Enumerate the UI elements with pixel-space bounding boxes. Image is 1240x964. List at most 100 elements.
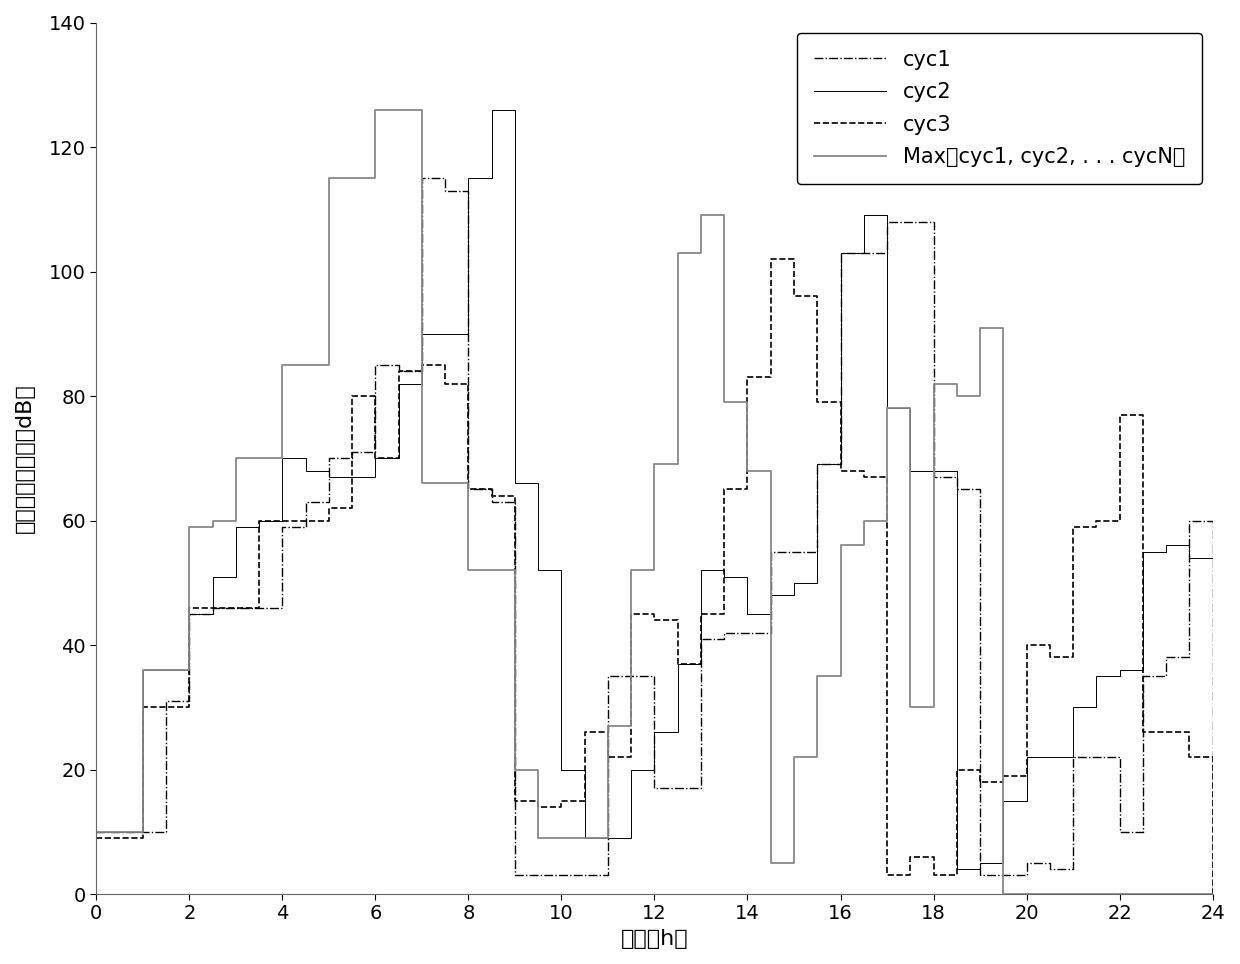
cyc2 — [950, 864, 965, 875]
cyc3 — [996, 770, 1011, 782]
cyc3 — [810, 396, 825, 408]
cyc3 — [578, 727, 593, 738]
Max（cyc1, cyc2, . . . cycN） — [1089, 888, 1104, 899]
cyc1 — [89, 826, 104, 838]
cyc1 — [996, 870, 1011, 881]
cyc2 — [531, 565, 546, 576]
cyc2 — [1043, 751, 1058, 763]
cyc3 — [507, 795, 522, 807]
cyc2 — [135, 664, 150, 676]
Max（cyc1, cyc2, . . . cycN） — [345, 173, 360, 184]
cyc2 — [1065, 702, 1080, 713]
cyc2 — [414, 328, 429, 339]
cyc2 — [857, 210, 872, 222]
cyc2 — [926, 465, 941, 476]
cyc1 — [1019, 857, 1034, 869]
cyc3 — [1112, 409, 1127, 420]
cyc3 — [438, 378, 453, 389]
cyc3 — [1158, 727, 1173, 738]
cyc1 — [554, 870, 569, 881]
cyc1 — [764, 546, 779, 557]
cyc1 — [624, 670, 639, 682]
Max（cyc1, cyc2, . . . cycN） — [135, 664, 150, 676]
cyc1 — [972, 870, 987, 881]
Max（cyc1, cyc2, . . . cycN） — [879, 403, 894, 415]
cyc2 — [345, 471, 360, 483]
cyc1 — [740, 627, 755, 638]
cyc1 — [950, 484, 965, 495]
cyc3 — [414, 360, 429, 371]
Max（cyc1, cyc2, . . . cycN） — [228, 452, 243, 464]
cyc3 — [205, 602, 219, 613]
cyc2 — [112, 826, 126, 838]
cyc1 — [135, 826, 150, 838]
cyc1 — [903, 216, 918, 228]
Max（cyc1, cyc2, . . . cycN） — [996, 888, 1011, 899]
cyc2 — [182, 608, 197, 620]
cyc1 — [1089, 751, 1104, 763]
cyc1 — [275, 521, 290, 532]
Max（cyc1, cyc2, . . . cycN） — [950, 390, 965, 402]
cyc2 — [624, 763, 639, 775]
X-axis label: 时间（h）: 时间（h） — [621, 929, 688, 949]
cyc3 — [1043, 652, 1058, 663]
cyc2 — [205, 571, 219, 582]
Max（cyc1, cyc2, . . . cycN） — [764, 857, 779, 869]
cyc3 — [671, 657, 686, 669]
cyc3 — [252, 515, 267, 526]
cyc1 — [321, 452, 336, 464]
cyc2 — [252, 515, 267, 526]
Max（cyc1, cyc2, . . . cycN） — [461, 565, 476, 576]
Max（cyc1, cyc2, . . . cycN） — [1065, 888, 1080, 899]
cyc2 — [764, 589, 779, 601]
Max（cyc1, cyc2, . . . cycN） — [717, 396, 732, 408]
cyc2 — [972, 857, 987, 869]
Max（cyc1, cyc2, . . . cycN） — [414, 477, 429, 489]
Max（cyc1, cyc2, . . . cycN） — [810, 670, 825, 682]
Max（cyc1, cyc2, . . . cycN） — [507, 763, 522, 775]
cyc2 — [275, 452, 290, 464]
cyc2 — [810, 459, 825, 470]
cyc3 — [1136, 727, 1151, 738]
cyc2 — [1089, 670, 1104, 682]
cyc3 — [1182, 751, 1197, 763]
Max（cyc1, cyc2, . . . cycN） — [391, 104, 405, 116]
cyc2 — [228, 521, 243, 532]
cyc2 — [786, 577, 801, 589]
cyc3 — [624, 608, 639, 620]
cyc3 — [135, 702, 150, 713]
cyc2 — [1136, 546, 1151, 557]
cyc1 — [833, 247, 848, 258]
Max（cyc1, cyc2, . . . cycN） — [531, 832, 546, 844]
cyc2 — [879, 403, 894, 415]
Max（cyc1, cyc2, . . . cycN） — [159, 664, 174, 676]
cyc2 — [391, 378, 405, 389]
cyc1 — [298, 496, 312, 508]
cyc2 — [461, 173, 476, 184]
Max（cyc1, cyc2, . . . cycN） — [485, 565, 500, 576]
cyc3 — [391, 365, 405, 377]
Max（cyc1, cyc2, . . . cycN） — [833, 540, 848, 551]
Max（cyc1, cyc2, . . . cycN） — [321, 173, 336, 184]
cyc2 — [1158, 540, 1173, 551]
cyc1 — [926, 471, 941, 483]
Max（cyc1, cyc2, . . . cycN） — [1112, 888, 1127, 899]
cyc2 — [368, 452, 383, 464]
Max（cyc1, cyc2, . . . cycN） — [600, 720, 615, 732]
Max（cyc1, cyc2, . . . cycN） — [857, 515, 872, 526]
cyc1 — [1205, 888, 1220, 899]
cyc3 — [600, 751, 615, 763]
cyc1 — [1065, 751, 1080, 763]
Line: cyc2: cyc2 — [97, 110, 1213, 894]
cyc3 — [321, 502, 336, 514]
cyc3 — [531, 801, 546, 813]
Max（cyc1, cyc2, . . . cycN） — [1019, 888, 1034, 899]
cyc3 — [345, 390, 360, 402]
cyc1 — [252, 602, 267, 613]
Y-axis label: 噪声相对强度値（dB）: 噪声相对强度値（dB） — [15, 384, 35, 533]
cyc3 — [1019, 639, 1034, 651]
Max（cyc1, cyc2, . . . cycN） — [578, 832, 593, 844]
cyc3 — [740, 371, 755, 383]
cyc2 — [1182, 552, 1197, 564]
cyc2 — [996, 795, 1011, 807]
